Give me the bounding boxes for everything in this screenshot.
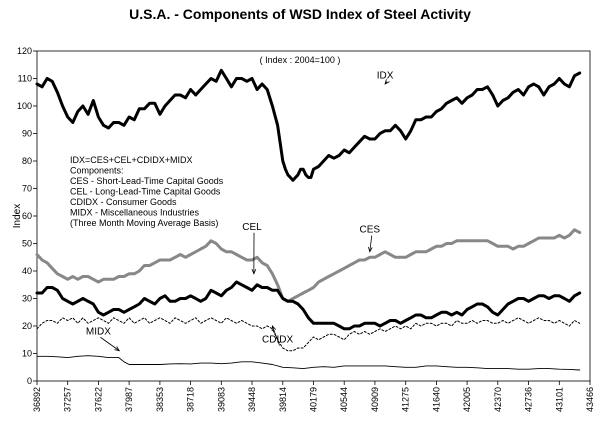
x-tick-label: 37622 [93,387,103,412]
components-note-line: IDX=CES+CEL+CDIDX+MIDX [70,155,193,165]
y-tick-label: 40 [22,266,32,276]
x-tick-label: 36892 [32,387,42,412]
components-note-line: CEL - Long-Lead-Time Capital Goods [70,187,221,197]
x-tick-label: 37987 [124,387,134,412]
series-line-cel [35,280,582,331]
arrow-head [271,325,277,332]
y-tick-label: 0 [27,376,32,386]
components-note-line: Components: [70,166,124,176]
x-tick-label: 39814 [278,387,288,412]
series-label-arrow [100,336,120,352]
x-tick-label: 42736 [524,387,534,412]
y-tick-label: 80 [22,156,32,166]
subtitle: ( Index : 2004=100 ) [260,55,341,65]
arrow-head [384,79,390,85]
x-tick-label: 38353 [155,387,165,412]
arrow-head [368,246,373,253]
y-axis-label: Index [12,204,23,228]
components-note-line: CDIDX - Consumer Goods [70,197,177,207]
x-tick-label: 42005 [462,387,472,412]
series-line-idx [35,68,582,182]
chart-title: U.S.A. - Components of WSD Index of Stee… [129,6,471,22]
series-line-midx [36,355,581,371]
x-tick-label: 42370 [493,387,503,412]
y-tick-label: 100 [17,101,32,111]
x-tick-label: 41640 [431,387,441,412]
series-label-arrow [271,325,280,346]
y-tick-label: 60 [22,211,32,221]
y-tick-label: 50 [22,239,32,249]
components-note-line: (Three Month Moving Average Basis) [70,218,218,228]
x-tick-label: 37257 [63,387,73,412]
y-tick-label: 110 [18,74,32,84]
x-tick-label: 40179 [309,387,319,412]
y-tick-label: 10 [22,349,32,359]
components-note-line: CES - Short-Lead-Time Capital Goods [70,176,224,186]
x-tick-label: 43101 [554,387,564,412]
series-label-midx: MIDX [86,326,111,337]
y-tick-label: 20 [22,321,32,331]
x-tick-label: 41275 [401,387,411,412]
x-tick-label: 39083 [216,387,226,412]
x-tick-label: 39448 [247,387,257,412]
series-label-cel: CEL [242,222,262,233]
series-line-cdidx [36,317,581,352]
x-tick-label: 38718 [186,387,196,412]
x-tick-label: 43466 [585,387,595,412]
arrow-head [251,268,257,275]
arrow-head [114,346,121,352]
annotation-layer: ( Index : 2004=100 ) IDX=CES+CEL+CDIDX+MI… [70,55,394,352]
x-tick-label: 40544 [339,387,349,412]
series-label-idx: IDX [377,71,394,82]
series-layer [35,68,582,371]
y-tick-label: 90 [22,129,32,139]
components-note-line: MIDX - Miscellaneous Industries [70,208,200,218]
series-line-ces [35,228,582,303]
x-tick-label: 40909 [370,387,380,412]
y-tick-label: 70 [22,184,32,194]
series-label-arrow [369,235,373,252]
chart-axes: 0 10 20 30 40 50 60 70 80 90 100 110 120 36892 37257 37… [12,46,595,412]
series-label-ces: CES [359,225,380,236]
y-tick-label: 30 [22,294,32,304]
y-tick-label: 120 [17,46,32,56]
